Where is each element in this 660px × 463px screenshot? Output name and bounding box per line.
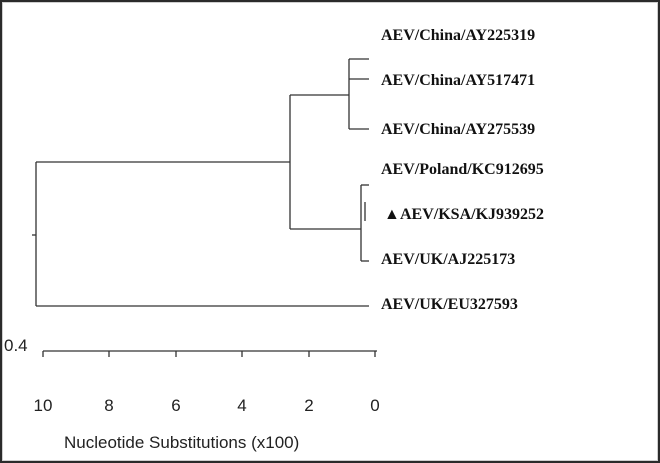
axis-tick-label-2: 2 <box>304 396 313 415</box>
leaf-label-china-ay275539: AEV/China/AY275539 <box>381 121 535 138</box>
scale-bar-label: 0.4 <box>4 336 28 355</box>
leaf-labels: AEV/China/AY225319 AEV/China/AY517471 AE… <box>381 27 544 313</box>
tree-branches <box>32 58 369 307</box>
axis-tick-label-0: 0 <box>370 396 379 415</box>
leaf-label-uk-eu327593: AEV/UK/EU327593 <box>381 296 518 313</box>
leaf-label-china-ay517471: AEV/China/AY517471 <box>381 72 535 89</box>
leaf-label-uk-aj225173: AEV/UK/AJ225173 <box>381 251 515 268</box>
ksa-marker-triangle: ▲ <box>384 206 400 223</box>
phylogenetic-tree: AEV/China/AY225319 AEV/China/AY517471 AE… <box>4 27 544 452</box>
leaf-label-poland-kc912695: AEV/Poland/KC912695 <box>381 161 544 178</box>
leaf-label-ksa-kj939252: AEV/KSA/KJ939252 <box>400 206 544 223</box>
axis-tick-label-4: 4 <box>237 396 246 415</box>
axis-tick-label-6: 6 <box>171 396 180 415</box>
axis-tick-label-8: 8 <box>104 396 113 415</box>
axis-tick-label-10: 10 <box>34 396 53 415</box>
axis-title: Nucleotide Substitutions (x100) <box>64 433 299 452</box>
leaf-label-china-ay225319: AEV/China/AY225319 <box>381 27 535 44</box>
scale-axis: 0.4 10 8 6 4 2 0 Nucleotide Substitution… <box>4 336 380 452</box>
